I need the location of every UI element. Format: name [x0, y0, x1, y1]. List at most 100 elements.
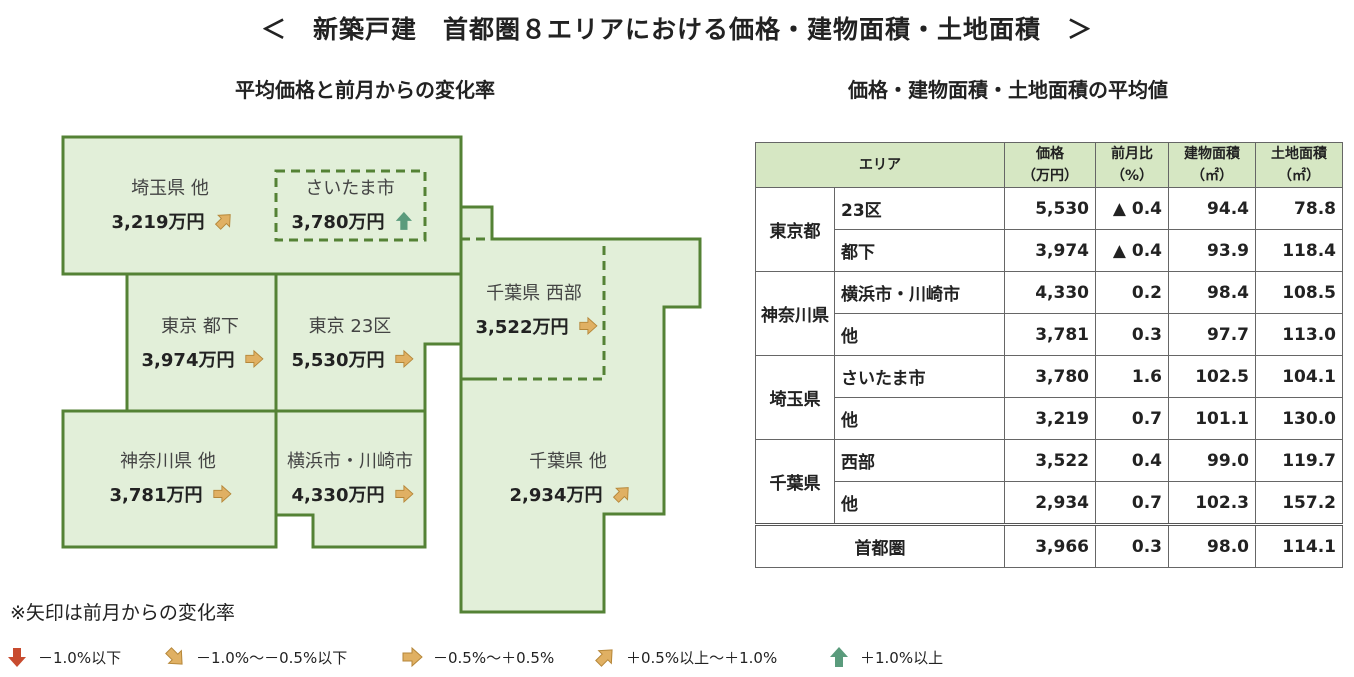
region-name-chiba-west: 千葉県 西部 [486, 283, 582, 304]
region-name-kanagawa-other: 神奈川県 他 [120, 451, 216, 472]
total-land: 114.1 [1255, 523, 1343, 568]
prefecture-cell: 埼玉県 [755, 355, 835, 440]
cell-building: 93.9 [1168, 229, 1256, 272]
cell-land: 118.4 [1255, 229, 1343, 272]
arrow-up-right-orange-icon [595, 649, 613, 667]
map-shape-kanagawa [61, 409, 427, 549]
table-row: 埼玉県 さいたま市 3,780 1.6 102.5 104.1 [755, 355, 1343, 440]
region-price-tokyo-23: 5,530万円 [292, 350, 385, 371]
cell-area: 23区 [834, 187, 1005, 230]
cell-change: ▲ 0.4 [1095, 229, 1169, 272]
arrow-down-red-icon [8, 648, 26, 667]
cell-land: 130.0 [1255, 397, 1343, 440]
cell-building: 102.5 [1168, 355, 1256, 398]
region-price-kanagawa-other: 3,781万円 [110, 485, 203, 506]
arrow-up-green-icon [830, 647, 848, 667]
cell-price: 3,780 [1004, 355, 1096, 398]
arrow-right-orange-icon [395, 484, 414, 504]
cell-price: 3,974 [1004, 229, 1096, 272]
map-shape-saitama-city [274, 169, 427, 242]
region-price-tokyo-toka: 3,974万円 [142, 350, 235, 371]
cell-price: 3,219 [1004, 397, 1096, 440]
legend-item-flat: －0.5%～＋0.5% [401, 644, 554, 670]
map-shape-saitama [61, 135, 463, 276]
header-change-unit: （%） [1110, 168, 1154, 184]
header-change-label: 前月比 [1111, 146, 1153, 162]
cell-building: 94.4 [1168, 187, 1256, 230]
region-name-saitama-city: さいたま市 [305, 178, 394, 199]
map-shape-tokyo [125, 272, 463, 413]
cell-area: 他 [834, 313, 1005, 356]
total-change: 0.3 [1095, 523, 1169, 568]
header-building-unit: （㎡） [1191, 168, 1233, 184]
table-row: 東京都 23区 5,530 ▲ 0.4 94.4 78.8 [755, 187, 1343, 272]
cell-area: さいたま市 [834, 355, 1005, 398]
cell-change: 0.4 [1095, 439, 1169, 482]
table-header-row: エリア 価格 （万円） 前月比 （%） 建物面積 （㎡） 土地面積 （㎡） [755, 142, 1343, 188]
table-subtitle: 価格・建物面積・土地面積の平均値 [848, 78, 1168, 102]
cell-area: 都下 [834, 229, 1005, 272]
arrow-right-orange-icon [402, 646, 423, 668]
arrow-up-right-orange-icon [214, 214, 231, 230]
cell-land: 113.0 [1255, 313, 1343, 356]
legend-label: ＋0.5%以上～＋1.0% [626, 648, 778, 667]
header-building: 建物面積 （㎡） [1168, 142, 1256, 188]
region-price-chiba-other: 2,934万円 [510, 485, 603, 506]
region-price-saitama-city: 3,780万円 [292, 212, 385, 233]
cell-area: 他 [834, 481, 1005, 525]
header-change: 前月比 （%） [1095, 142, 1169, 188]
map-shape-chiba [459, 205, 702, 614]
region-name-tokyo-toka: 東京 都下 [161, 316, 239, 337]
legend-label: ＋1.0%以上 [860, 648, 944, 667]
header-land-label: 土地面積 [1271, 146, 1327, 162]
arrow-up-right-orange-icon [612, 487, 629, 503]
total-area: 首都圏 [755, 523, 1005, 568]
arrow-legend: －1.0%以下 －1.0%～－0.5%以下 －0.5%～＋0.5% ＋0.5%以… [6, 644, 1006, 670]
region-price-yokohama: 4,330万円 [292, 485, 385, 506]
cell-price: 2,934 [1004, 481, 1096, 525]
cell-land: 104.1 [1255, 355, 1343, 398]
cell-price: 3,781 [1004, 313, 1096, 356]
cell-change: 0.2 [1095, 271, 1169, 314]
header-price: 価格 （万円） [1004, 142, 1096, 188]
cell-change: 0.7 [1095, 397, 1169, 440]
legend-item-down: －1.0%以下 [6, 644, 121, 670]
total-price: 3,966 [1004, 523, 1096, 568]
cell-land: 157.2 [1255, 481, 1343, 525]
arrow-right-orange-icon [395, 349, 414, 369]
average-table: エリア 価格 （万円） 前月比 （%） 建物面積 （㎡） 土地面積 （㎡） 東京都 23区… [755, 142, 1343, 568]
header-area: エリア [755, 142, 1005, 188]
region-price-saitama-other: 3,219万円 [112, 212, 205, 233]
cell-building: 99.0 [1168, 439, 1256, 482]
cell-price: 3,522 [1004, 439, 1096, 482]
table-row: 都下 3,974 ▲ 0.4 93.9 118.4 [756, 229, 1343, 272]
region-name-tokyo-23: 東京 23区 [309, 316, 392, 337]
table-row: 他 2,934 0.7 102.3 157.2 [756, 481, 1343, 525]
prefecture-cell: 神奈川県 [755, 271, 835, 356]
arrow-up-green-icon [395, 211, 412, 230]
table-row: 千葉県 西部 3,522 0.4 99.0 119.7 [755, 439, 1343, 525]
cell-building: 98.4 [1168, 271, 1256, 314]
table-row: 神奈川県 横浜市・川崎市 4,330 0.2 98.4 108.5 [755, 271, 1343, 356]
arrow-right-orange-icon [245, 349, 264, 369]
cell-change: ▲ 0.4 [1095, 187, 1169, 230]
region-name-chiba-other: 千葉県 他 [529, 451, 607, 472]
map-subtitle: 平均価格と前月からの変化率 [235, 78, 495, 102]
prefecture-cell: 東京都 [755, 187, 835, 272]
header-building-label: 建物面積 [1184, 146, 1240, 162]
legend-item-up-right: ＋0.5%以上～＋1.0% [594, 644, 777, 670]
cell-area: 西部 [834, 439, 1005, 482]
header-land-unit: （㎡） [1278, 168, 1320, 184]
cell-area: 横浜市・川崎市 [834, 271, 1005, 314]
legend-label: －0.5%～＋0.5% [433, 648, 555, 667]
total-building: 98.0 [1168, 523, 1256, 568]
arrow-down-right-orange-icon [165, 647, 183, 665]
region-name-yokohama: 横浜市・川崎市 [287, 451, 413, 472]
cell-change: 0.3 [1095, 313, 1169, 356]
prefecture-cell: 千葉県 [755, 439, 835, 525]
arrow-right-orange-icon [213, 484, 232, 504]
legend-label: －1.0%以下 [38, 648, 122, 667]
cell-price: 5,530 [1004, 187, 1096, 230]
cell-area: 他 [834, 397, 1005, 440]
cell-land: 119.7 [1255, 439, 1343, 482]
